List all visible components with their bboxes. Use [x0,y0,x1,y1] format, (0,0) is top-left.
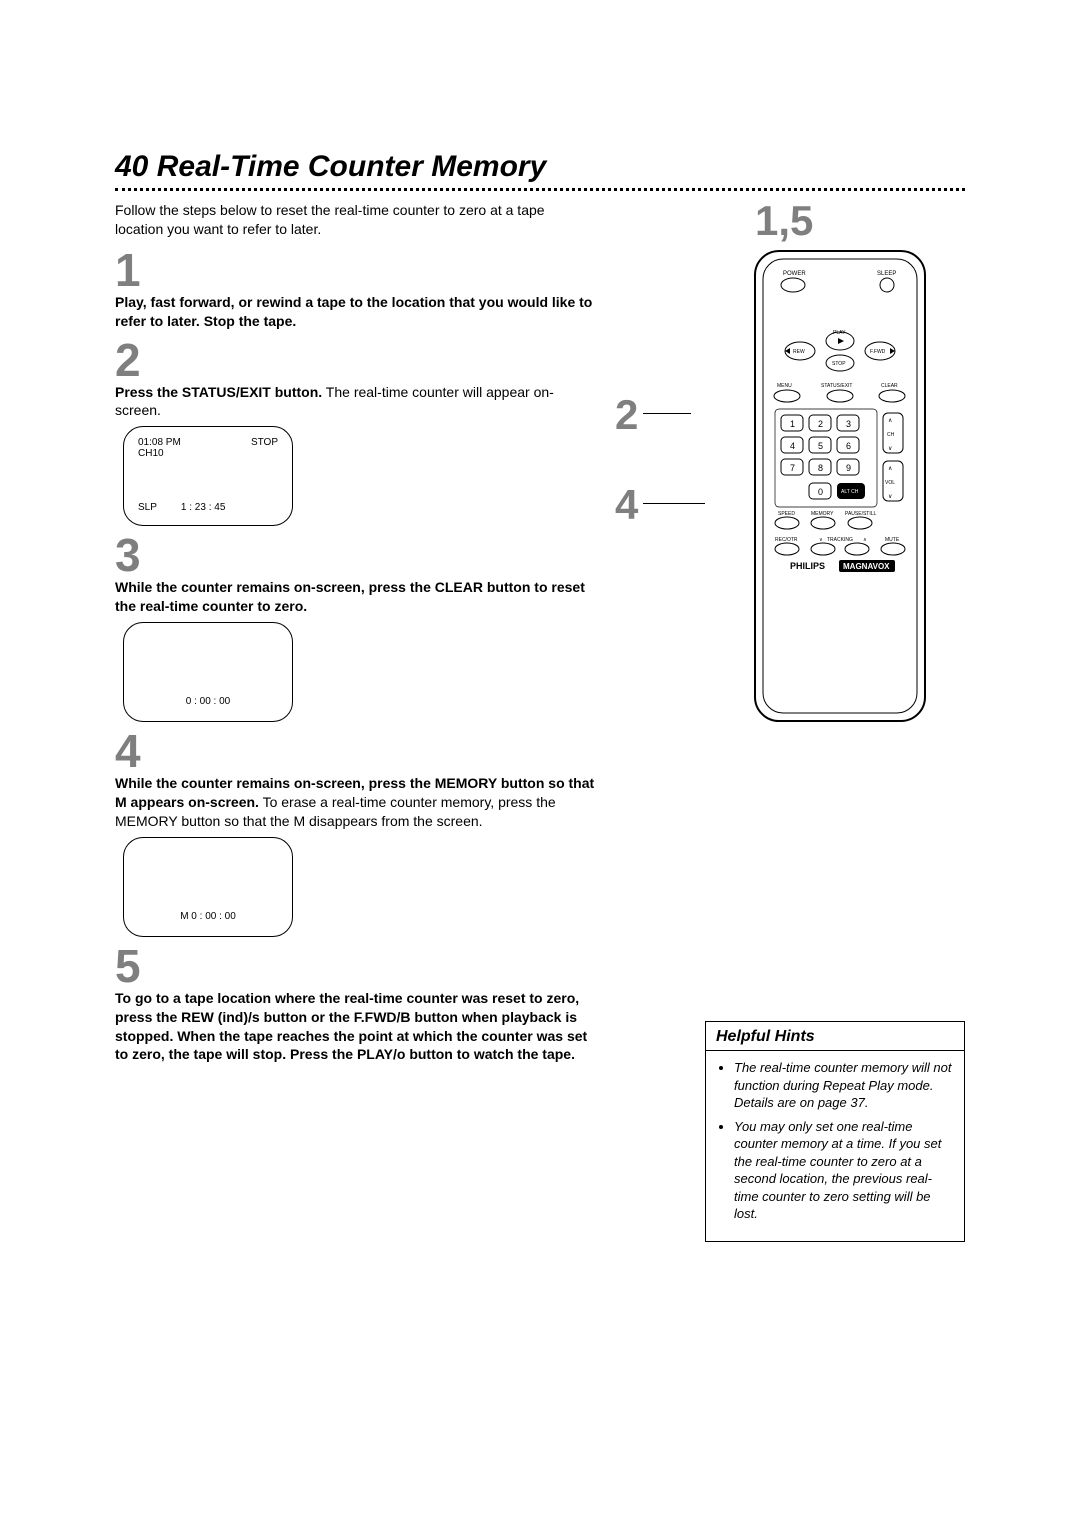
callout-2-line [643,413,691,414]
hint-item-1: The real-time counter memory will not fu… [734,1059,952,1112]
memory-button [811,517,835,529]
osd1-channel: CH10 [138,448,278,459]
osd3-counter: M 0 : 00 : 00 [124,911,292,922]
osd-panel-3: M 0 : 00 : 00 [123,837,293,937]
power-button [781,278,805,292]
svg-text:MEMORY: MEMORY [811,511,834,517]
clear-label: CLEAR [881,383,898,389]
page-title: 40 Real-Time Counter Memory [115,150,965,184]
status-exit-button [827,390,853,402]
intro-text: Follow the steps below to reset the real… [115,201,595,239]
remote-diagram: POWER SLEEP PLAY REW F.FWD STOP MENU [725,201,955,731]
step-2-body: Press the STATUS/EXIT button. The real-t… [115,383,595,421]
step-3-bold: While the counter remains on-screen, pre… [115,579,585,614]
brand-text: PHILIPS [790,561,825,571]
svg-text:5: 5 [818,441,823,451]
svg-text:SPEED: SPEED [778,511,795,517]
hints-body: The real-time counter memory will not fu… [706,1051,964,1241]
svg-text:PAUSE/STILL: PAUSE/STILL [845,511,877,517]
callout-2: 2 [615,391,638,439]
svg-text:∧: ∧ [888,466,892,472]
play-label: PLAY [833,330,846,336]
status-label: STATUS/EXIT [821,383,852,389]
osd-panel-2: 0 : 00 : 00 [123,622,293,722]
remote-column: 1,5 2 3 4 POWER SLEEP PLAY REW [625,201,965,1242]
stop-label: STOP [832,361,846,367]
svg-text:CH: CH [887,432,895,438]
page-title-text: Real-Time Counter Memory [157,150,547,183]
callout-4: 4 [615,481,638,529]
svg-text:TRACKING: TRACKING [827,537,853,543]
tracking-down-button [811,543,835,555]
instructions-column: Follow the steps below to reset the real… [115,201,595,1242]
osd1-speed: SLP [138,502,157,513]
svg-text:∧: ∧ [863,537,867,543]
menu-button [774,390,800,402]
osd1-counter: 1 : 23 : 45 [181,502,225,513]
power-label: POWER [783,271,806,277]
step-5-bold: To go to a tape location where the real-… [115,990,587,1063]
svg-text:9: 9 [846,463,851,473]
ffwd-label: F.FWD [870,349,886,355]
svg-text:ALT CH: ALT CH [841,489,859,495]
step-4-body: While the counter remains on-screen, pre… [115,774,595,831]
step-5-body: To go to a tape location where the real-… [115,989,595,1065]
step-4-number: 4 [115,728,595,774]
mute-button [881,543,905,555]
svg-text:1: 1 [790,419,795,429]
step-1-body: Play, fast forward, or rewind a tape to … [115,293,595,331]
callout-4-line [643,503,705,504]
svg-text:2: 2 [818,419,823,429]
step-2-bold: Press the STATUS/EXIT button. [115,384,322,400]
svg-text:∨: ∨ [888,446,892,452]
helpful-hints-box: Helpful Hints The real-time counter memo… [705,1021,965,1242]
step-3-number: 3 [115,532,595,578]
osd1-time: 01:08 PM [138,437,181,448]
svg-text:REC/OTR: REC/OTR [775,537,798,543]
page-number: 40 [115,150,148,183]
clear-button [879,390,905,402]
osd1-status: STOP [251,437,278,448]
step-2-number: 2 [115,337,595,383]
step-3-body: While the counter remains on-screen, pre… [115,578,595,616]
tracking-up-button [845,543,869,555]
menu-label: MENU [777,383,792,389]
svg-text:6: 6 [846,441,851,451]
svg-text:VOL: VOL [885,480,895,486]
sleep-button [880,278,894,292]
speed-button [775,517,799,529]
osd2-counter: 0 : 00 : 00 [124,696,292,707]
step-1-number: 1 [115,247,595,293]
svg-text:8: 8 [818,463,823,473]
sleep-label: SLEEP [877,271,896,277]
svg-text:0: 0 [818,487,823,497]
svg-text:MAGNAVOX: MAGNAVOX [843,562,890,571]
rec-button [775,543,799,555]
svg-text:4: 4 [790,441,795,451]
svg-text:∧: ∧ [888,418,892,424]
title-divider [115,188,965,191]
rew-label: REW [793,349,805,355]
pause-button [848,517,872,529]
hint-item-2: You may only set one real-time counter m… [734,1118,952,1223]
step-5-number: 5 [115,943,595,989]
svg-text:3: 3 [846,419,851,429]
svg-text:∨: ∨ [819,537,823,543]
remote-svg: POWER SLEEP PLAY REW F.FWD STOP MENU [725,201,955,731]
osd-panel-1: 01:08 PM STOP CH10 SLP 1 : 23 : 45 [123,426,293,526]
svg-text:∨: ∨ [888,494,892,500]
hints-title: Helpful Hints [706,1022,964,1051]
svg-text:MUTE: MUTE [885,537,900,543]
step-1-bold: Play, fast forward, or rewind a tape to … [115,294,592,329]
svg-text:7: 7 [790,463,795,473]
